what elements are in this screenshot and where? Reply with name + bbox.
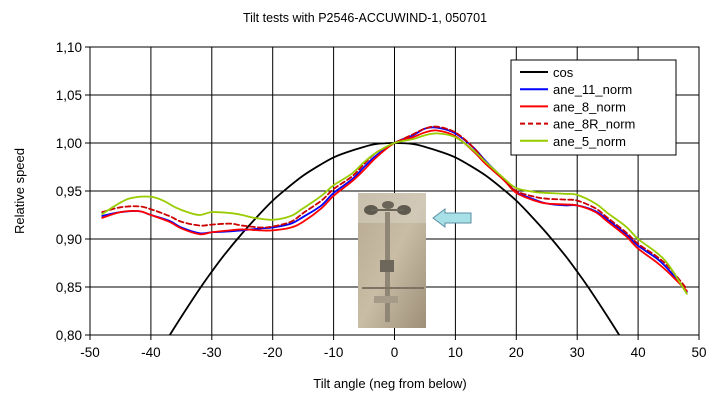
arrow-icon xyxy=(432,208,472,228)
x-tick-label: 20 xyxy=(509,345,524,360)
y-tick-label: 0,80 xyxy=(56,328,82,343)
series-line-ane-5-norm xyxy=(101,132,688,295)
y-tick-label: 1,00 xyxy=(56,136,82,151)
tick-labels: -50 -40 -30 -20 -10 0 10 20 30 40 50 0,80 0,85 0,90 0,… xyxy=(56,40,707,360)
y-tick-label: 0,95 xyxy=(56,184,82,199)
axis-frame xyxy=(85,46,700,340)
legend-label: ane_8_norm xyxy=(553,99,626,114)
anemometer-photo xyxy=(358,193,426,328)
x-tick-label: 50 xyxy=(691,345,706,360)
x-tick-label: -10 xyxy=(324,345,344,360)
legend-label: ane_11_norm xyxy=(553,82,632,97)
y-tick-label: 1,10 xyxy=(56,40,82,55)
chart-title: Tilt tests with P2546-ACCUWIND-1, 050701 xyxy=(243,11,487,25)
x-axis-title: Tilt angle (neg from below) xyxy=(313,376,466,391)
x-tick-label: -40 xyxy=(141,345,161,360)
x-tick-label: 30 xyxy=(570,345,585,360)
y-axis-title: Relative speed xyxy=(12,148,27,234)
x-tick-label: -30 xyxy=(202,345,222,360)
y-tick-label: 1,05 xyxy=(56,88,82,103)
x-tick-label: -50 xyxy=(80,345,100,360)
x-tick-label: -20 xyxy=(263,345,283,360)
x-tick-label: 40 xyxy=(631,345,646,360)
y-tick-label: 0,85 xyxy=(56,280,82,295)
x-tick-label: 10 xyxy=(448,345,463,360)
series-lines xyxy=(101,125,688,335)
legend-label: ane_8R_norm xyxy=(553,117,635,132)
legend: cos ane_11_norm ane_8_norm ane_8R_norm ane_5… xyxy=(510,59,677,156)
legend-box xyxy=(510,59,677,156)
legend-label: ane_5_norm xyxy=(553,134,626,149)
legend-label: cos xyxy=(553,65,574,80)
y-tick-label: 0,90 xyxy=(56,232,82,247)
x-tick-label: 0 xyxy=(391,345,399,360)
